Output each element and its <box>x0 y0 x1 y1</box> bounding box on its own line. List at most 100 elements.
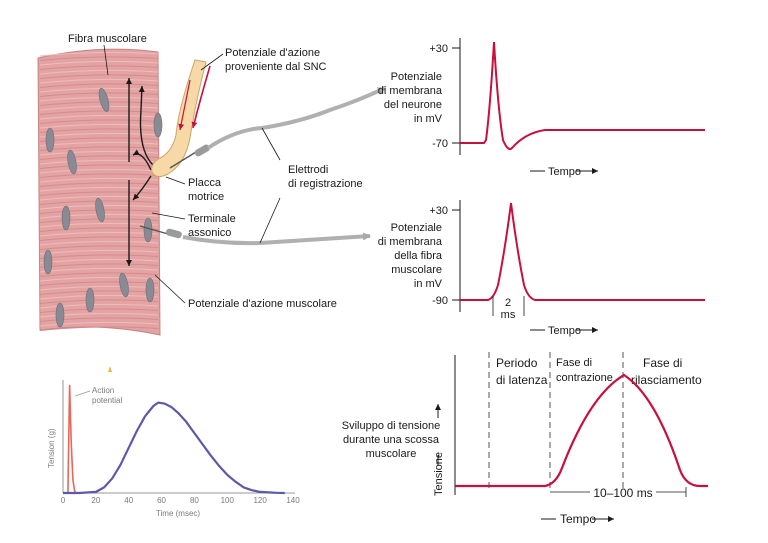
neuron-ylabel-2: di membrana <box>378 85 443 97</box>
fiber-label: Fibra muscolare <box>68 33 147 45</box>
x-tick-label-140: 140 <box>286 496 300 505</box>
nucleus <box>119 272 129 298</box>
nucleus <box>55 302 65 328</box>
annotation-line-2: potential <box>92 396 122 405</box>
chart-xlabel: Time (msec) <box>156 509 200 518</box>
striation-line <box>39 195 159 201</box>
x-tick-label-100: 100 <box>221 496 235 505</box>
fiber-ylabel-2: di membrana <box>378 236 443 248</box>
latency-label-1: Periodo <box>496 356 538 370</box>
fiber-xlabel: Tempo <box>548 325 581 337</box>
ap-cns-label-1: Potenziale d'azione <box>225 47 320 59</box>
striation-line <box>39 110 159 115</box>
striation-line <box>39 177 159 183</box>
striation-line <box>39 303 159 309</box>
striation-line <box>39 65 159 70</box>
fiber-potential-plot: +30 -90 Potenziale di membrana della fib… <box>378 200 705 337</box>
muscle-nuclei <box>43 88 163 328</box>
endplate-label-1: Placca <box>188 177 222 189</box>
nucleus <box>67 149 77 175</box>
striation-line <box>39 326 159 331</box>
duration-2: 2 <box>505 297 511 309</box>
striation-line <box>39 114 159 120</box>
striation-line <box>39 317 159 322</box>
endplate-label-2: motrice <box>188 191 224 203</box>
contraction-label-2: contrazione <box>556 372 613 384</box>
striation-line <box>39 56 159 61</box>
striation-line <box>39 285 159 291</box>
nucleus <box>43 249 53 275</box>
twitch-chart: Tension (g) 0 20 40 60 80 100 120 140 Time (mse… <box>33 360 303 530</box>
striation-line <box>39 101 159 106</box>
motor-axon <box>151 59 207 178</box>
axon-terminal-label-2: assonico <box>188 227 231 239</box>
recording-electrode-fiber <box>139 225 182 239</box>
striation-line <box>39 240 159 246</box>
recording-electrode-neuron <box>169 144 210 169</box>
tension-xlabel: Tempo <box>560 512 596 526</box>
caption-line-1: Sviluppo di tensione <box>342 420 440 432</box>
striation-line <box>39 299 159 304</box>
striation-line <box>39 245 159 250</box>
chart-ylabel: Tension (g) <box>47 428 56 468</box>
striation-line <box>39 51 159 57</box>
striation-line <box>39 290 159 295</box>
nucleus <box>61 205 71 231</box>
series-tension <box>63 401 285 495</box>
nucleus <box>145 277 155 303</box>
duration-ms: ms <box>501 309 516 321</box>
striation-line <box>39 308 159 313</box>
striation-line <box>39 272 159 277</box>
striation-line <box>39 276 159 282</box>
striation-line <box>39 105 159 111</box>
nucleus <box>143 217 153 243</box>
fiber-ylabel-5: in mV <box>414 278 443 290</box>
striation-line <box>39 155 159 160</box>
striation-line <box>39 164 159 169</box>
fiber-ylabel-3: della fibra <box>394 250 443 262</box>
electrodes-label-2: di registrazione <box>288 178 363 190</box>
chart-series-group <box>63 384 285 495</box>
latency-label-2: di latenza <box>496 373 548 387</box>
leader-lines <box>103 44 281 304</box>
x-tick-label-40: 40 <box>124 496 133 505</box>
x-tick-label-0: 0 <box>61 496 66 505</box>
neuron-xlabel: Tempo <box>548 166 581 178</box>
striation-line <box>39 312 159 318</box>
caption-line-2: durante una scossa <box>343 434 440 446</box>
fiber-ylabel-4: muscolare <box>391 264 442 276</box>
nucleus <box>85 287 95 313</box>
ap-cns-label-2: proveniente dal SNC <box>225 61 327 73</box>
striation-line <box>39 119 159 124</box>
tension-plot: Sviluppo di tensione durante una scossa … <box>342 352 708 526</box>
striation-line <box>39 191 159 196</box>
annotation-line-1: Action <box>92 386 114 395</box>
tick-plus30: +30 <box>429 43 448 55</box>
x-tick-label-120: 120 <box>253 496 267 505</box>
fiber-ylabel-1: Potenziale <box>391 222 442 234</box>
nucleus <box>45 127 55 153</box>
striation-line <box>39 173 159 178</box>
warning-marker-icon <box>108 366 112 372</box>
duration-label: 10–100 ms <box>593 486 652 500</box>
striation-line <box>39 294 159 300</box>
striation-line <box>39 69 159 75</box>
striation-line <box>39 83 159 88</box>
striation-line <box>39 249 159 255</box>
axon-terminal-label-1: Terminale <box>188 213 236 225</box>
striation-line <box>39 281 159 286</box>
striation-line <box>39 186 159 192</box>
striation-line <box>39 267 159 273</box>
neuron-ylabel-4: in mV <box>414 113 443 125</box>
striation-line <box>39 168 159 174</box>
nerve-signal-arrow <box>178 79 191 131</box>
x-tick-labels: 0 20 40 60 80 100 120 140 <box>61 496 300 505</box>
neuron-action-potential-trace <box>460 41 705 150</box>
contraction-label-1: Fase di <box>556 357 592 369</box>
electrode-lead-neuron <box>206 86 386 150</box>
relaxation-label-2: rilasciamento <box>631 373 702 387</box>
tick-minus90: -90 <box>432 295 448 307</box>
striation-line <box>39 87 159 93</box>
striation-line <box>39 78 159 84</box>
striation-line <box>39 123 159 129</box>
